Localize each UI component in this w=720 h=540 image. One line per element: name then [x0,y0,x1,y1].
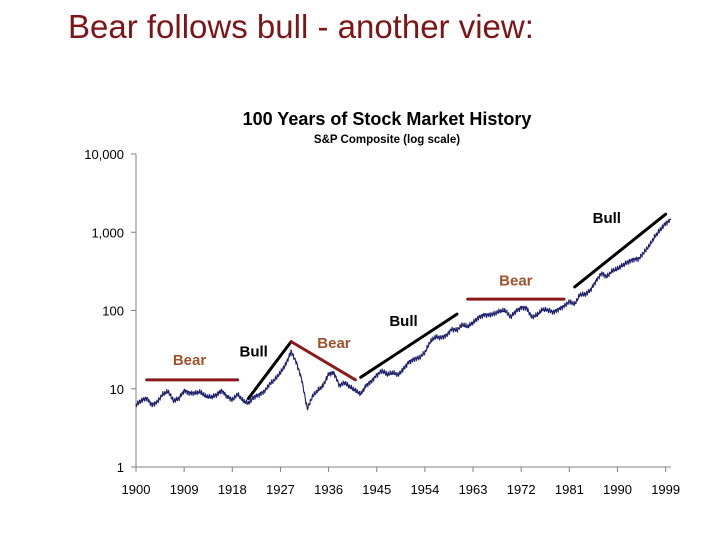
y-tick-label: 10 [110,382,124,397]
bull-label: Bull [240,343,268,360]
x-tick-label: 1909 [170,482,199,497]
annotation-layer: Bear Bull Bear Bull Bear Bull [145,210,668,401]
chart-subtitle: S&P Composite (log scale) [314,134,460,146]
bear-label: Bear [499,272,533,289]
x-tick-label: 1954 [410,482,439,497]
x-tick-label: 1981 [555,482,584,497]
y-tick-label: 100 [102,304,124,319]
bear-label: Bear [173,352,207,369]
chart-title: 100 Years of Stock Market History [243,109,532,129]
x-tick-label: 1900 [122,482,151,497]
x-tick-label: 1945 [362,482,391,497]
y-tick-label: 10,000 [84,147,124,162]
bull-label: Bull [389,313,417,330]
bull-trend-line [359,312,459,379]
x-tick-label: 1999 [651,482,680,497]
x-tick-label: 1972 [507,482,536,497]
bear-trend-line [289,340,357,382]
x-tick-label: 1963 [459,482,488,497]
bull-trend-line [573,212,668,289]
slide-title: Bear follows bull - another view: [68,8,534,45]
bull-label: Bull [593,210,621,227]
series-layer [135,218,672,411]
x-tick-label: 1927 [266,482,295,497]
x-tick-label: 1918 [218,482,247,497]
y-tick-label: 1 [117,460,124,475]
y-tick-label: 1,000 [91,225,124,240]
bull-trend-line [246,340,293,401]
sp-composite-series-line [135,218,672,411]
bear-label: Bear [317,335,351,352]
x-tick-label: 1990 [603,482,632,497]
x-tick-label: 1936 [314,482,343,497]
chart-axes: 1 10 100 1,000 10,000 1900 1909 1918 1927 1936 194… [84,147,680,497]
